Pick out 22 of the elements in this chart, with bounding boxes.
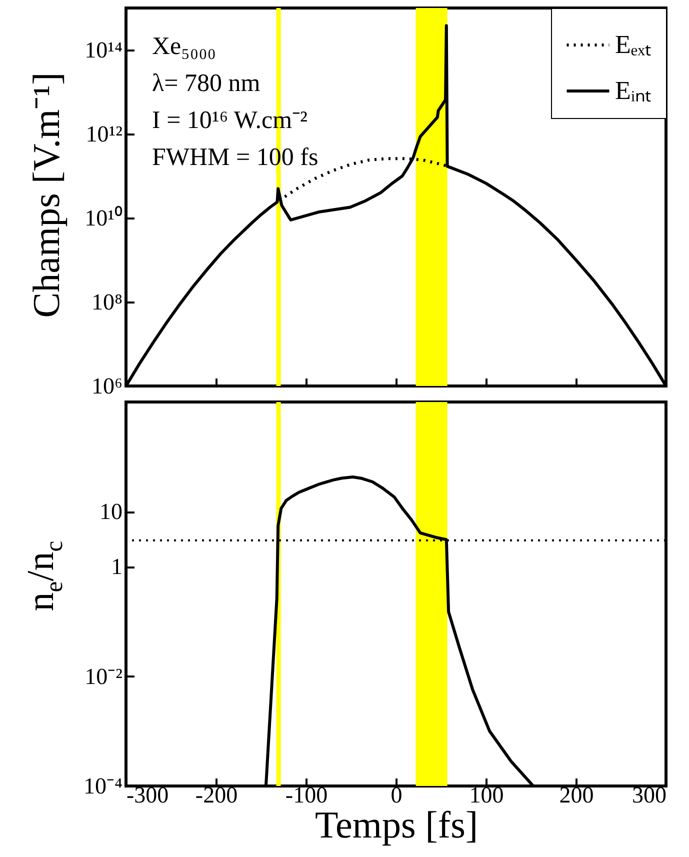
legend-label: Eₑₓₜ	[615, 30, 652, 59]
y-tick-label: 10	[100, 499, 122, 524]
legend-label: Eᵢₙₜ	[615, 76, 652, 105]
annotation: λ= 780 nm	[152, 70, 261, 97]
y-tick-label: 1	[111, 554, 122, 580]
annotation: Xe₅₀₀₀	[152, 33, 216, 60]
x-tick-label: -300	[126, 782, 169, 808]
x-tick-label: 100	[469, 782, 504, 808]
x-tick-label: 200	[559, 782, 594, 808]
x-axis-title: Temps [fs]	[314, 804, 478, 846]
y-tick-label: 10⁶	[91, 374, 122, 398]
y-tick-label: 10⁻⁴	[83, 774, 122, 798]
y-axis-title: Champs [V.m⁻¹]	[25, 72, 69, 318]
x-tick-label: 300	[632, 782, 666, 808]
x-tick-label: -100	[285, 782, 328, 808]
y-tick-label: 10⁸	[91, 290, 122, 314]
x-tick-label: -200	[195, 782, 238, 808]
y-tick-label: 10¹⁴	[84, 38, 122, 62]
y-tick-label: 10¹²	[86, 122, 123, 146]
y-tick-label: 10⁻²	[84, 664, 123, 689]
x-tick-label: 0	[390, 782, 402, 808]
y-tick-label: 10¹⁰	[84, 206, 122, 230]
